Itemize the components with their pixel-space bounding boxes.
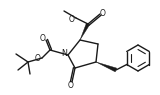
Text: O: O <box>40 34 46 43</box>
Text: N: N <box>61 49 67 59</box>
Text: O: O <box>69 15 75 23</box>
Text: O: O <box>68 82 74 91</box>
Text: O: O <box>100 8 106 17</box>
Polygon shape <box>80 23 90 40</box>
Text: O: O <box>35 54 41 63</box>
Polygon shape <box>96 62 117 72</box>
